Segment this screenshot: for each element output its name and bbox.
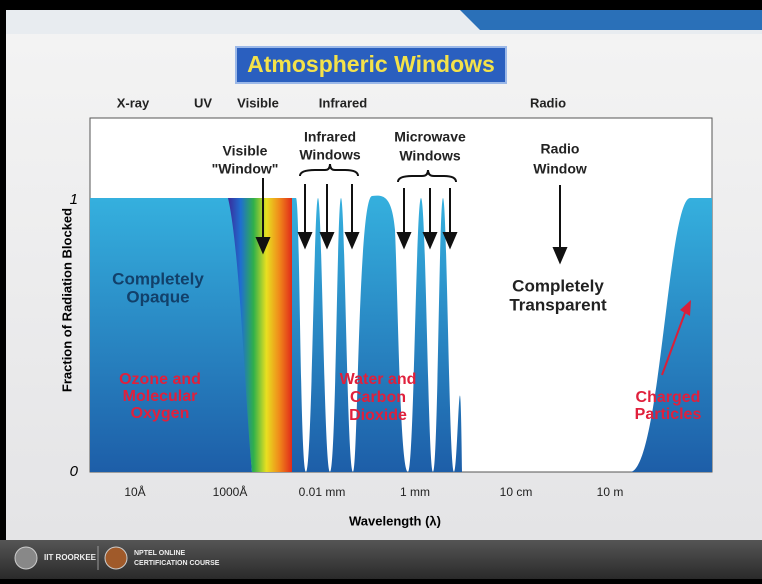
band-label: Infrared (319, 95, 367, 110)
band-label: UV (194, 95, 212, 110)
window-label: Windows (399, 148, 461, 164)
footer-text: IIT ROORKEE (44, 553, 97, 562)
x-tick: 1000Å (213, 484, 248, 499)
nptel-logo (105, 547, 127, 569)
x-tick: 10Å (124, 484, 145, 499)
window-label: Window (533, 161, 587, 177)
cause-label: Ozone and (119, 371, 201, 388)
footer-text: CERTIFICATION COURSE (134, 560, 220, 567)
cause-label: Charged (636, 389, 701, 406)
cause-label: Molecular (123, 388, 198, 405)
region-label: Completely (512, 276, 604, 295)
slide: Atmospheric Windows X-ray UV Visible Inf… (0, 0, 762, 579)
y-axis-label: Fraction of Radiation Blocked (59, 208, 74, 392)
x-tick: 10 m (597, 485, 624, 499)
x-axis-label: Wavelength (λ) (349, 513, 441, 528)
x-tick: 10 cm (500, 485, 533, 499)
title: Atmospheric Windows (247, 51, 495, 77)
y-tick: 0 (70, 463, 79, 480)
x-tick: 0.01 mm (299, 485, 346, 499)
window-label: Visible (223, 143, 268, 159)
region-label: Transparent (509, 295, 607, 314)
band-label: Visible (237, 95, 279, 110)
window-label: Infrared (304, 129, 356, 145)
iit-logo (15, 547, 37, 569)
cause-label: Water and (340, 371, 417, 388)
region-label: Opaque (126, 287, 189, 306)
footer-text: NPTEL ONLINE (134, 550, 186, 557)
region-label: Completely (112, 269, 204, 288)
window-label: Radio (541, 141, 580, 157)
window-label: Windows (299, 147, 361, 163)
window-label: Microwave (394, 129, 466, 145)
top-stripe (460, 10, 762, 30)
cause-label: Particles (635, 406, 702, 423)
opaque-region (90, 198, 252, 472)
cause-label: Carbon (350, 389, 406, 406)
x-tick: 1 mm (400, 485, 430, 499)
cause-label: Oxygen (131, 405, 190, 422)
y-tick: 1 (70, 191, 78, 208)
band-label: Radio (530, 95, 566, 110)
band-label: X-ray (117, 95, 150, 110)
cause-label: Dioxide (349, 407, 407, 424)
window-label: "Window" (212, 161, 279, 177)
